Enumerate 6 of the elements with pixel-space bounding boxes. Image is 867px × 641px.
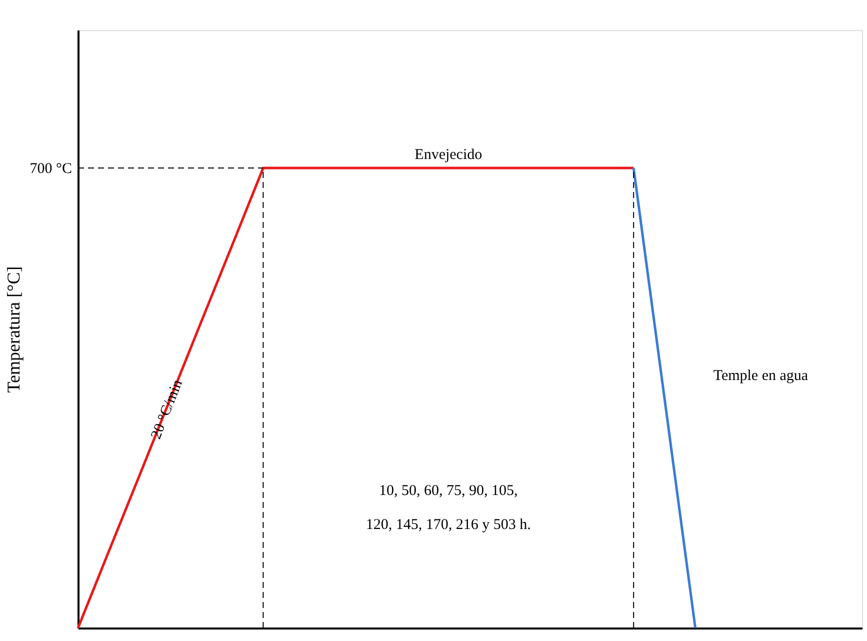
text: Temple en agua xyxy=(713,368,808,384)
y-axis-title: Temperatura [°C] xyxy=(4,266,24,393)
text: 10, 50, 60, 75, 90, 105, 120, 145, 170, 216 y 503 h. xyxy=(366,483,531,533)
annotation: 20 °C/min xyxy=(148,377,186,442)
text: Envejecido xyxy=(414,147,482,163)
ref-line-label: 700 °C xyxy=(30,161,72,177)
